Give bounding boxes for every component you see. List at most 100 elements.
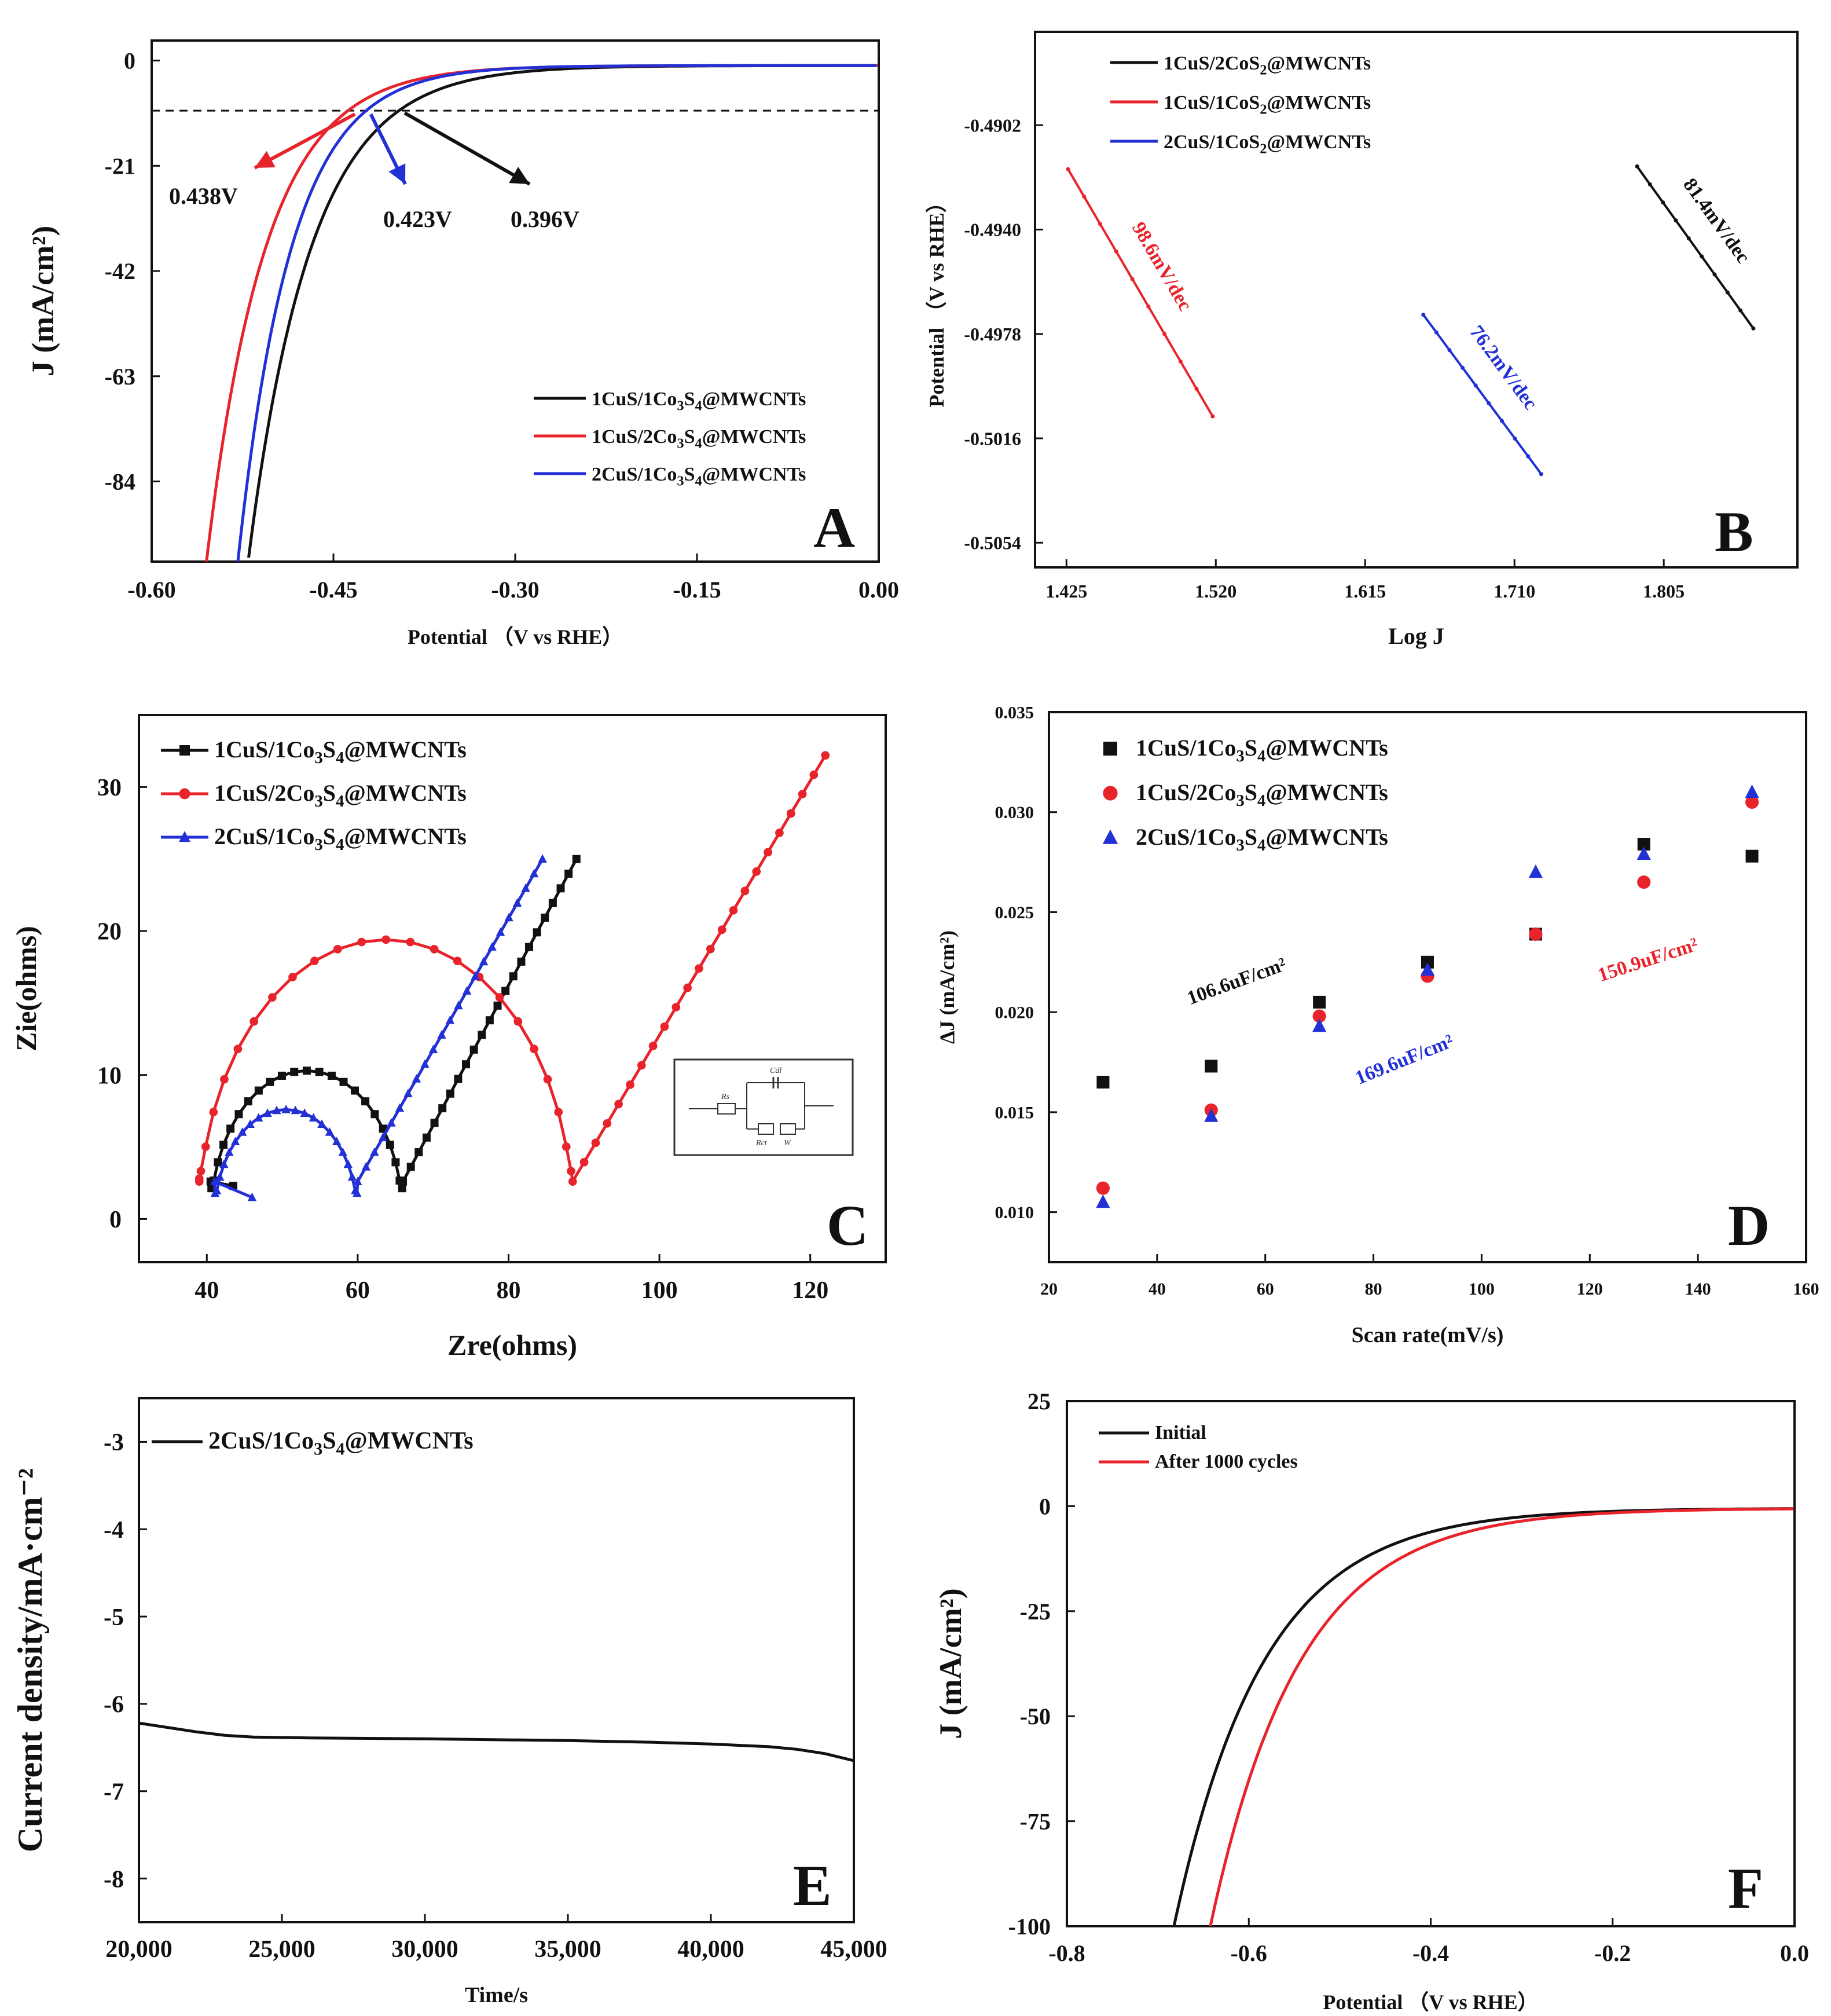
y-tick-label: -3 bbox=[104, 1429, 124, 1456]
x-tick-label: -0.4 bbox=[1412, 1940, 1449, 1966]
legend-text: 1CuS/1Co bbox=[1136, 735, 1236, 761]
y-tick-label: -100 bbox=[1008, 1914, 1051, 1940]
annotation: 0.423V bbox=[383, 206, 452, 232]
legend-text: S bbox=[323, 780, 336, 806]
capacitance-annotation: 106.6uF/cm² bbox=[1184, 954, 1289, 1009]
legend-label: 1CuS/2Co3S4@MWCNTs bbox=[1136, 779, 1388, 810]
y-tick-label: 30 bbox=[97, 775, 122, 801]
data-point bbox=[220, 1075, 229, 1084]
data-point bbox=[1130, 277, 1135, 281]
legend-label: 2CuS/1Co3S4@MWCNTs bbox=[214, 823, 467, 854]
legend-text: @MWCNTs bbox=[344, 780, 466, 806]
legend-subscript: 2 bbox=[1260, 102, 1267, 118]
x-tick-label: 100 bbox=[1469, 1280, 1495, 1299]
panel-c: 40 60 80 100 120 0 10 20 30 Zre(ohms) Zie(ohms) 1Cu… bbox=[10, 714, 887, 1361]
y-tick-label: 10 bbox=[97, 1062, 122, 1089]
data-point bbox=[591, 1138, 600, 1148]
data-point bbox=[504, 912, 513, 922]
x-tick-label: -0.15 bbox=[673, 577, 721, 603]
y-tick-label: -63 bbox=[105, 364, 135, 390]
data-point bbox=[238, 1127, 247, 1136]
data-point bbox=[212, 1186, 222, 1194]
panel-b: 1.425 1.520 1.615 1.710 1.805 -0.4902 -0.4940 -… bbox=[925, 31, 1799, 649]
y-tick-label: 0.035 bbox=[995, 703, 1034, 723]
slope-label: 98.6mV/dec bbox=[1128, 218, 1196, 314]
data-point bbox=[509, 972, 518, 981]
inset-label: Rs bbox=[721, 1093, 730, 1101]
data-point bbox=[247, 1192, 257, 1201]
x-tick-label: 40 bbox=[195, 1277, 219, 1304]
legend-subscript: 3 bbox=[314, 835, 322, 854]
legend-text: @MWCNTs bbox=[702, 426, 806, 448]
data-point-0 bbox=[1637, 838, 1650, 851]
data-point bbox=[343, 1159, 353, 1168]
y-axis-label: Current density/mA·cm⁻² bbox=[11, 1468, 49, 1853]
y-tick-label: -0.5016 bbox=[964, 428, 1021, 449]
arrow-0396 bbox=[403, 111, 531, 186]
data-point bbox=[579, 1157, 589, 1167]
inset-label: W bbox=[784, 1139, 791, 1148]
arrow-0438 bbox=[254, 112, 356, 170]
data-point bbox=[249, 1017, 259, 1026]
data-point bbox=[717, 925, 726, 934]
data-point bbox=[1712, 272, 1717, 277]
legend-text: S bbox=[323, 736, 336, 763]
legend-marker bbox=[179, 745, 190, 756]
x-tick-label: 1.710 bbox=[1494, 581, 1535, 602]
x-axis-label: Potential （V vs RHE） bbox=[408, 625, 623, 648]
legend-subscript: 4 bbox=[695, 436, 702, 452]
inset-label: Cdl bbox=[770, 1066, 781, 1075]
data-point bbox=[245, 1119, 255, 1128]
x-tick-label: -0.45 bbox=[309, 577, 357, 603]
legend-text: @MWCNTs bbox=[1267, 53, 1371, 74]
inset-frame bbox=[673, 1058, 854, 1156]
data-point bbox=[339, 1077, 348, 1086]
legend-label: 2CuS/1Co3S4@MWCNTs bbox=[592, 464, 806, 489]
y-tick-label: -0.4940 bbox=[964, 219, 1021, 240]
legend-marker bbox=[179, 788, 190, 800]
plot-frame bbox=[1066, 1400, 1796, 1927]
data-point bbox=[533, 928, 541, 937]
y-axis-label: ΔJ (mA/cm²) bbox=[935, 930, 959, 1044]
data-point-2 bbox=[1528, 864, 1543, 878]
y-tick-label: -7 bbox=[104, 1779, 124, 1805]
legend-label: 1CuS/2Co3S4@MWCNTs bbox=[592, 426, 806, 452]
legend-label: Initial bbox=[1155, 1422, 1206, 1443]
data-point bbox=[1686, 236, 1691, 241]
legend-subscript: 2 bbox=[1260, 63, 1267, 78]
data-point bbox=[272, 1105, 281, 1115]
x-tick-label: 120 bbox=[792, 1277, 828, 1304]
data-point bbox=[420, 1059, 430, 1068]
series-line-0 bbox=[1172, 1507, 1793, 1926]
data-point bbox=[428, 1044, 438, 1054]
data-point bbox=[196, 1167, 206, 1176]
legend-label: 1CuS/1Co3S4@MWCNTs bbox=[592, 388, 806, 414]
data-point bbox=[603, 1119, 612, 1128]
legend-text: @MWCNTs bbox=[344, 736, 466, 763]
data-point bbox=[1114, 249, 1118, 254]
legend-label: 2CuS/1CoS2@MWCNTs bbox=[1164, 131, 1371, 157]
legend-subscript: 4 bbox=[1257, 836, 1265, 855]
data-point bbox=[370, 1110, 379, 1119]
legend-subscript: 3 bbox=[314, 1439, 322, 1459]
data-point bbox=[338, 1147, 347, 1156]
data-point bbox=[1499, 419, 1504, 423]
data-point bbox=[268, 993, 277, 1002]
data-point bbox=[548, 899, 557, 907]
y-tick-label: -5 bbox=[104, 1604, 124, 1631]
x-tick-label: 30,000 bbox=[391, 1936, 458, 1963]
data-point bbox=[391, 1158, 400, 1167]
panel-letter: F bbox=[1728, 1856, 1763, 1920]
data-point bbox=[1473, 383, 1478, 388]
data-point-0 bbox=[1313, 995, 1326, 1009]
data-point bbox=[462, 986, 472, 995]
data-point-1 bbox=[1637, 875, 1651, 889]
legend-text: @MWCNTs bbox=[345, 1428, 474, 1454]
data-point bbox=[254, 1086, 263, 1095]
legend-text: S bbox=[684, 464, 695, 485]
x-tick-label: 80 bbox=[1365, 1280, 1382, 1299]
data-point bbox=[386, 1141, 394, 1149]
legend-text: 2CuS/1Co bbox=[214, 823, 314, 849]
data-point bbox=[706, 944, 715, 954]
data-point bbox=[244, 1097, 252, 1106]
